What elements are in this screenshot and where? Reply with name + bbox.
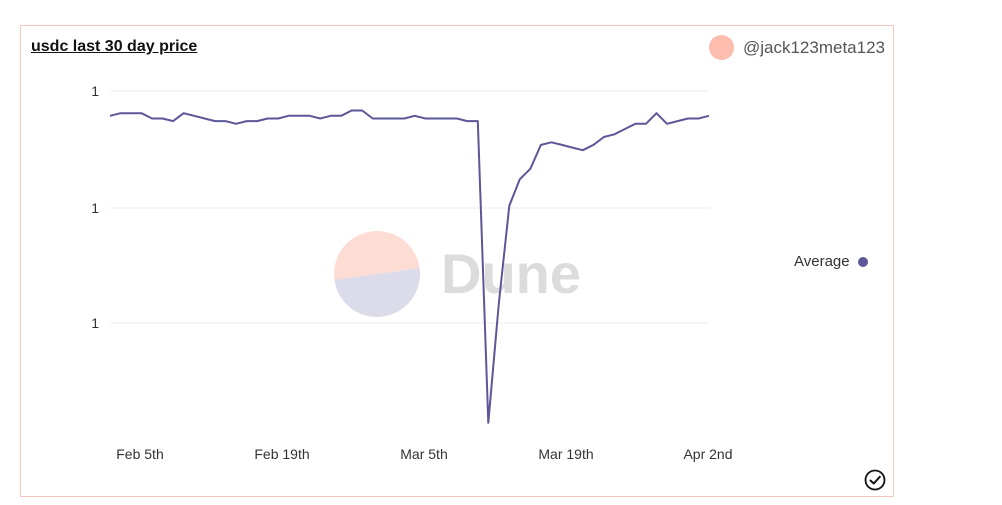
y-tick-label: 1 xyxy=(91,83,99,99)
watermark: Dune xyxy=(334,231,581,317)
line-chart: Dune 1 1 1 Feb 5th Feb 19th Mar 5th Mar 19th A… xyxy=(91,83,732,462)
y-tick-label: 1 xyxy=(91,315,99,331)
legend[interactable]: Average xyxy=(794,253,868,270)
avatar xyxy=(708,35,734,60)
grid-lines xyxy=(110,90,709,324)
chart-title[interactable]: usdc last 30 day price xyxy=(31,38,198,55)
author-badge[interactable]: @jack123meta123 xyxy=(708,35,885,60)
x-tick-label: Mar 5th xyxy=(400,446,447,462)
check-circle-icon[interactable] xyxy=(864,469,886,491)
x-tick-label: Apr 2nd xyxy=(683,446,732,462)
watermark-logo-bottom xyxy=(334,268,420,317)
legend-dot-average xyxy=(857,256,868,267)
chart-card: usdc last 30 day price @jack123meta123 D… xyxy=(20,25,894,497)
watermark-text: Dune xyxy=(441,242,581,305)
x-tick-label: Feb 19th xyxy=(254,446,309,462)
y-axis: 1 1 1 xyxy=(91,83,99,331)
x-tick-label: Feb 5th xyxy=(116,446,163,462)
x-axis: Feb 5th Feb 19th Mar 5th Mar 19th Apr 2nd xyxy=(116,446,732,462)
x-tick-label: Mar 19th xyxy=(538,446,593,462)
author-handle[interactable]: @jack123meta123 xyxy=(742,37,885,57)
y-tick-label: 1 xyxy=(91,200,99,216)
watermark-logo-top xyxy=(334,231,420,280)
series-line-average xyxy=(109,109,710,424)
legend-label-average: Average xyxy=(794,253,850,270)
